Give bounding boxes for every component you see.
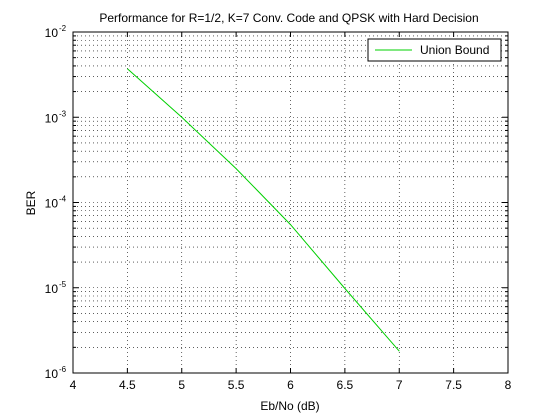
y-tick-exponent: -3 — [59, 109, 67, 118]
y-axis-label: BER — [24, 190, 38, 215]
x-tick-label: 6 — [287, 378, 294, 392]
data-point — [180, 116, 183, 119]
series-layer — [126, 67, 401, 353]
x-tick-label: 4 — [70, 378, 77, 392]
x-tick-label: 5 — [178, 378, 185, 392]
x-tick-label: 7 — [396, 378, 403, 392]
data-point — [343, 287, 346, 290]
legend-label-union-bound: Union Bound — [420, 43, 489, 57]
grid — [73, 32, 508, 373]
x-axis-label: Eb/No (dB) — [260, 399, 319, 413]
series-line-union-bound — [127, 68, 400, 352]
x-tick-label: 6.5 — [337, 378, 354, 392]
y-tick-label: 10 — [45, 367, 59, 381]
y-tick-exponent: -6 — [59, 365, 67, 374]
y-tick-exponent: -5 — [59, 280, 67, 289]
y-tick-label: 10 — [45, 282, 59, 296]
y-tick-exponent: -2 — [59, 24, 67, 33]
y-tick-label: 10 — [45, 197, 59, 211]
plot-area — [73, 32, 508, 373]
y-tick-label: 10 — [45, 111, 59, 125]
x-tick-label: 8 — [505, 378, 512, 392]
data-point — [289, 223, 292, 226]
x-tick-label: 5.5 — [228, 378, 245, 392]
x-tick-label: 4.5 — [119, 378, 136, 392]
x-axis: 4 4.5 5 5.5 6 6.5 7 7.5 8 — [70, 32, 512, 392]
data-point — [126, 67, 129, 70]
legend-box — [367, 38, 502, 62]
data-point — [235, 167, 238, 170]
chart-title: Performance for R=1/2, K=7 Conv. Code an… — [99, 11, 478, 25]
y-tick-exponent: -4 — [59, 195, 67, 204]
y-tick-label: 10 — [45, 26, 59, 40]
legend: Union Bound — [367, 38, 502, 62]
y-axis: 10-610-510-410-310-2 — [45, 24, 508, 381]
data-point — [398, 350, 401, 353]
x-tick-label: 7.5 — [445, 378, 462, 392]
